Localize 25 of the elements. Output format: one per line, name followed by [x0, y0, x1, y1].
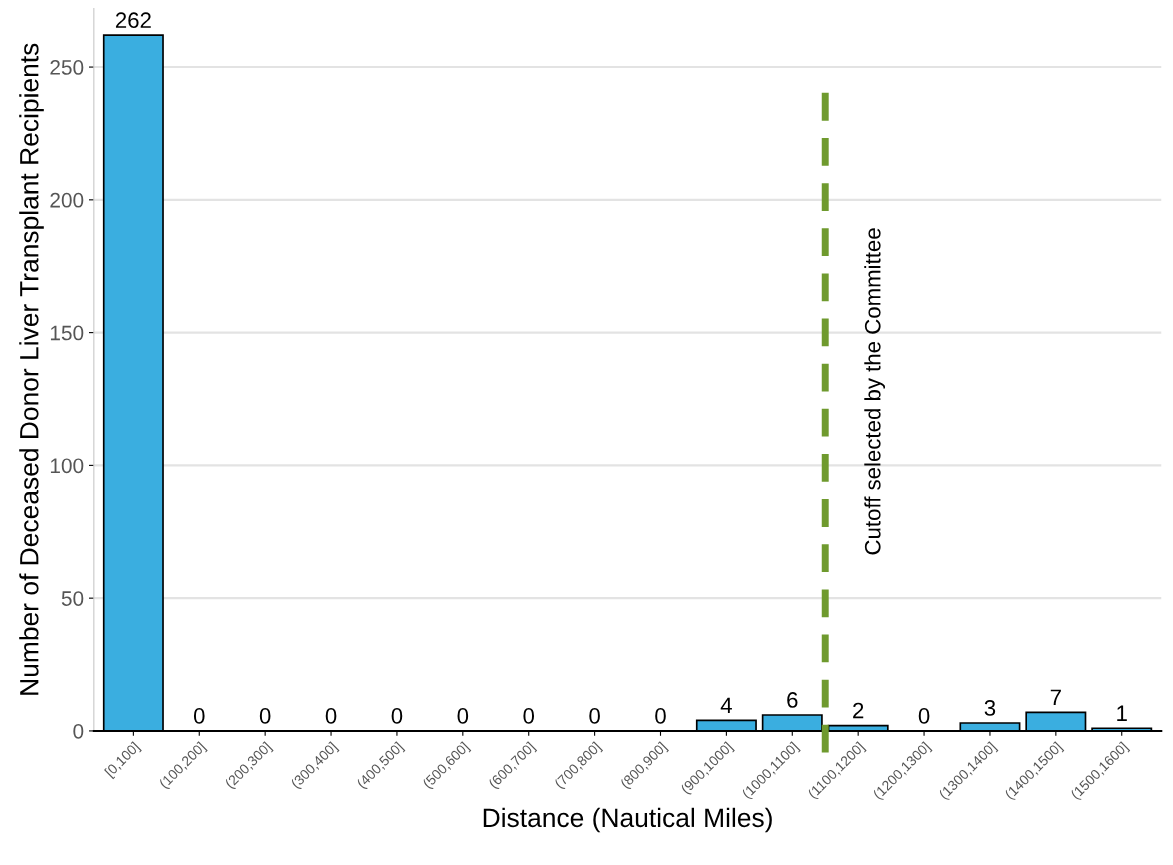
data-label: 0: [523, 708, 535, 724]
y-tick-label: 50: [61, 591, 84, 606]
data-label: 0: [325, 708, 337, 724]
data-label: 6: [787, 692, 798, 708]
data-label: 0: [391, 708, 403, 724]
x-axis-title: Distance (Nautical Miles): [483, 807, 772, 833]
y-tick-label: 200: [50, 192, 84, 208]
data-label: 1: [1117, 705, 1127, 721]
data-label: 3: [984, 700, 996, 716]
ref-line-label: Cutoff selected by the Committee: [864, 228, 885, 555]
y-tick-label: 100: [50, 458, 84, 474]
data-label: 0: [589, 708, 600, 724]
data-label: 4: [720, 697, 732, 713]
data-label: 0: [918, 708, 930, 724]
data-label: 0: [259, 708, 271, 724]
y-tick-label: 150: [50, 325, 84, 341]
y-tick-label: 0: [73, 723, 84, 739]
y-axis-title: Number of Deceased Donor Liver Transplant Recipients: [19, 43, 44, 695]
data-label: 0: [193, 708, 205, 724]
data-label: 0: [457, 708, 469, 724]
data-label: 2: [853, 702, 864, 719]
data-label: 262: [115, 12, 151, 29]
y-tick-label: 250: [50, 60, 84, 75]
data-label: 7: [1050, 689, 1061, 705]
data-label: 0: [655, 708, 666, 724]
